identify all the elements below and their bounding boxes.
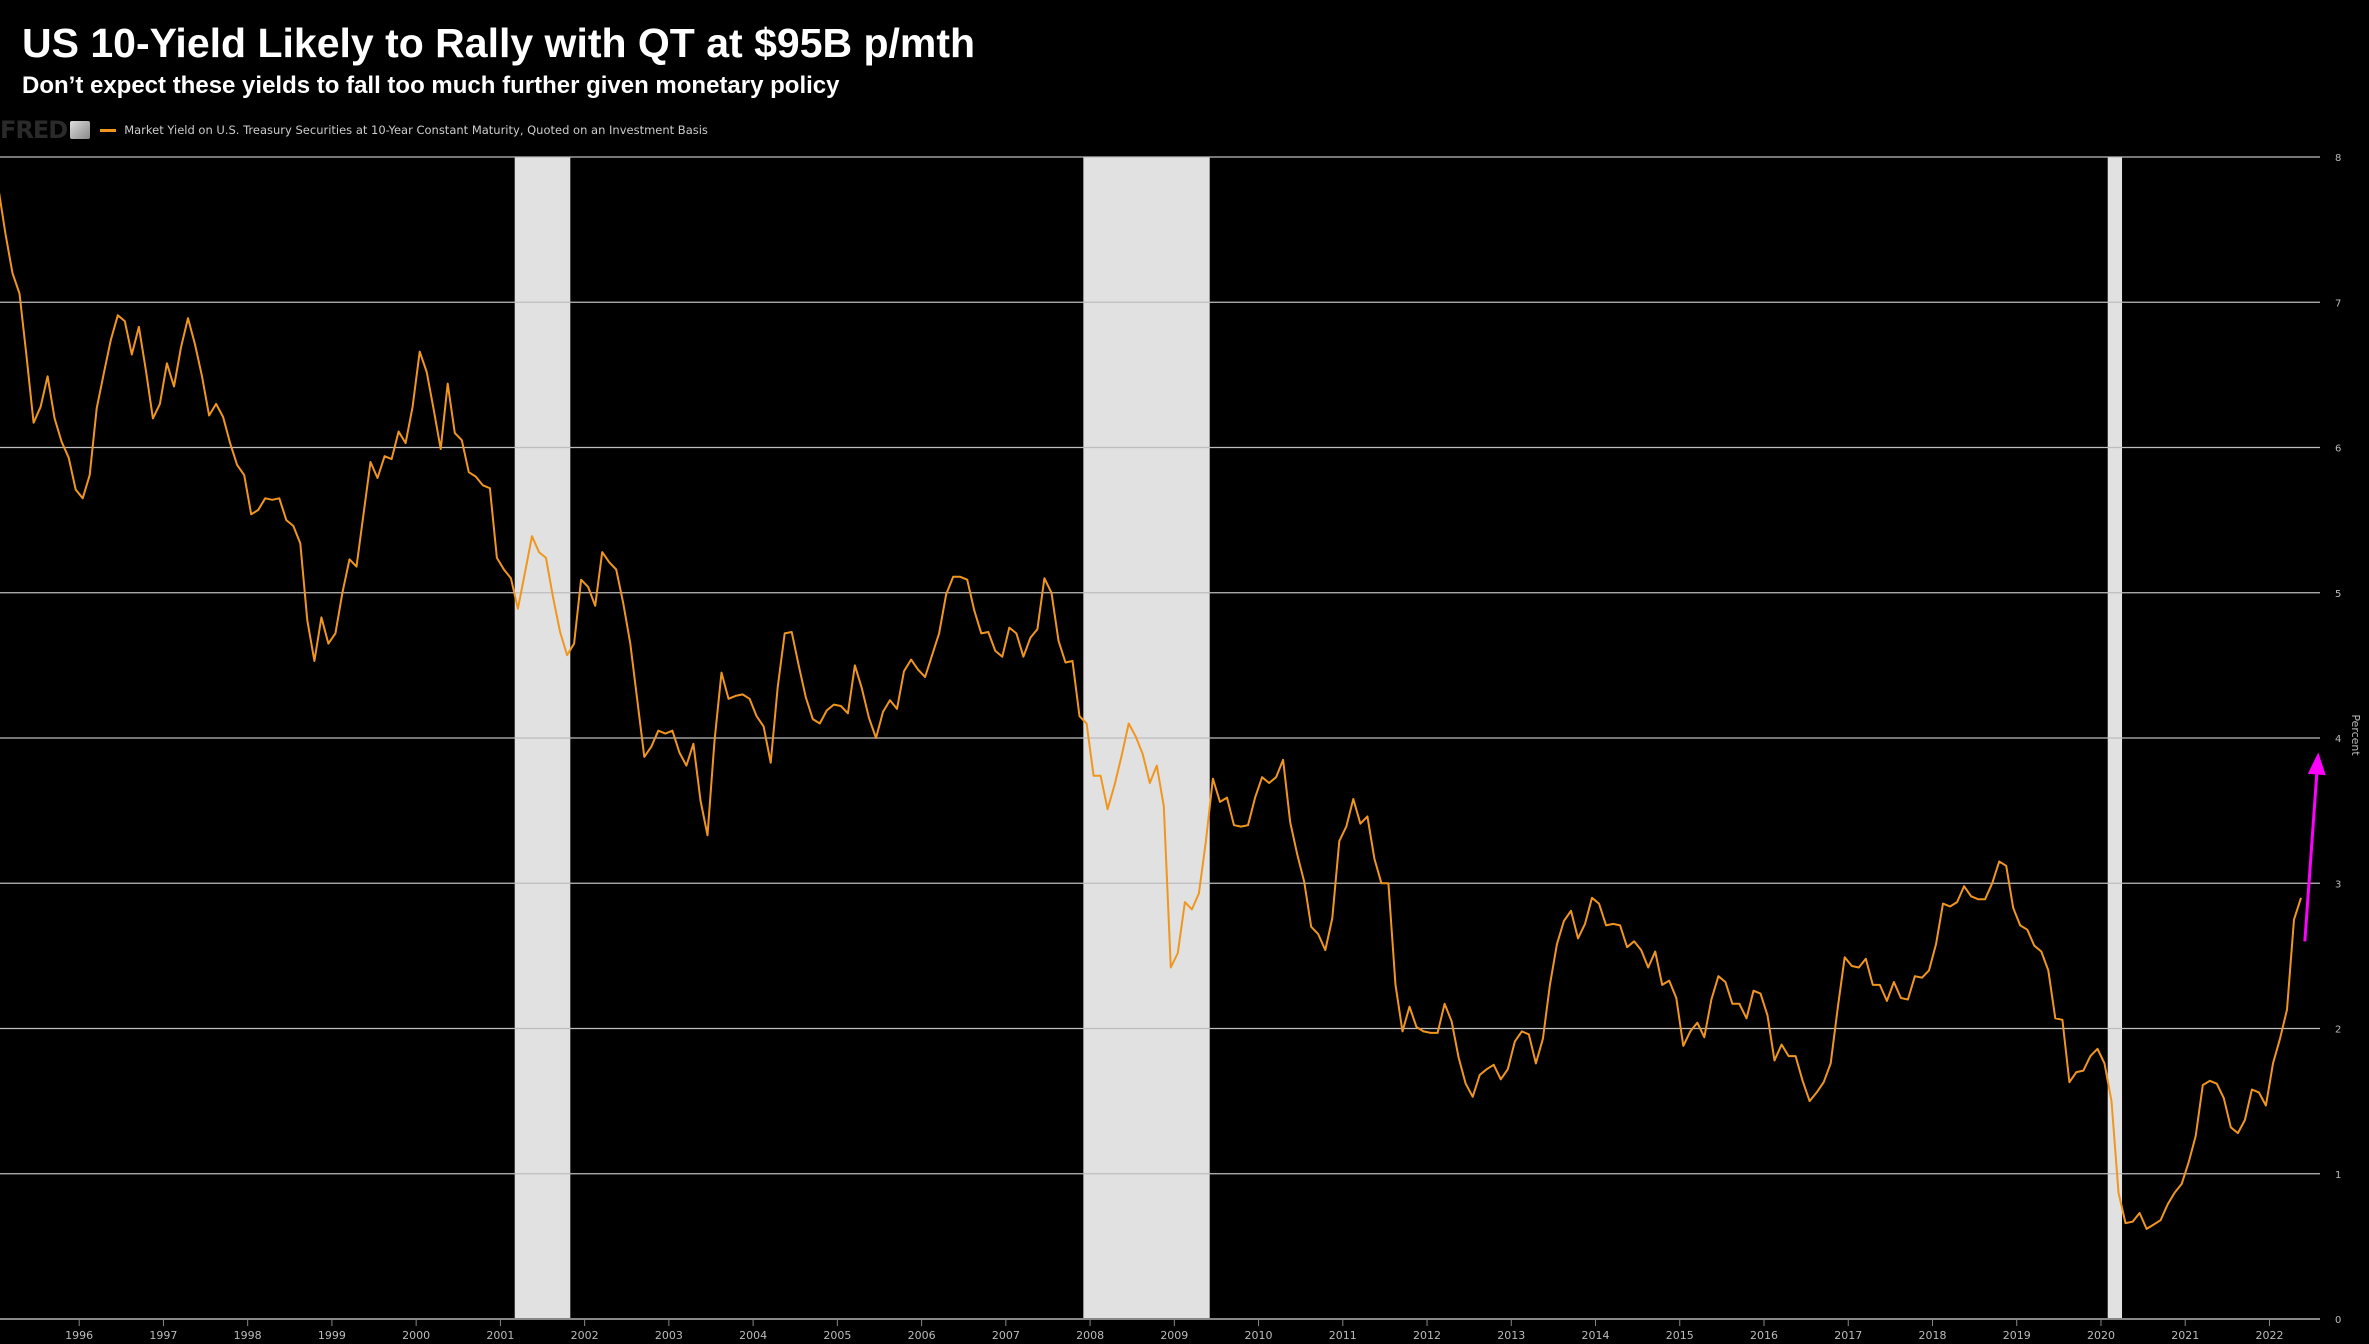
y-axis-label: Percent — [2349, 714, 2362, 756]
x-tick-label: 2016 — [1750, 1329, 1778, 1342]
x-tick-label: 2014 — [1582, 1329, 1610, 1342]
x-tick-label: 2000 — [402, 1329, 430, 1342]
x-tick-label: 2008 — [1076, 1329, 1104, 1342]
y-tick-label: 4 — [2335, 734, 2341, 745]
x-tick-label: 2002 — [571, 1329, 599, 1342]
page-subtitle: Don’t expect these yields to fall too mu… — [22, 72, 840, 99]
y-tick-label: 8 — [2335, 153, 2341, 164]
arrow-head-icon — [2307, 752, 2326, 776]
x-tick-label: 2021 — [2171, 1329, 2199, 1342]
x-tick-label: 2017 — [1834, 1329, 1862, 1342]
page-title: US 10-Yield Likely to Rally with QT at $… — [22, 20, 976, 66]
x-tick-label: 2006 — [908, 1329, 936, 1342]
x-tick-label: 2022 — [2255, 1329, 2283, 1342]
y-tick-label: 2 — [2335, 1025, 2341, 1036]
y-tick-label: 0 — [2335, 1315, 2341, 1326]
x-tick-label: 2003 — [655, 1329, 683, 1342]
fred-logo: FRED — [0, 116, 68, 144]
x-tick-label: 2019 — [2003, 1329, 2031, 1342]
arrow-shaft — [2303, 774, 2319, 942]
x-tick-label: 2018 — [1918, 1329, 1946, 1342]
x-tick-label: 2010 — [1245, 1329, 1273, 1342]
y-tick-label: 3 — [2335, 879, 2341, 890]
x-tick-label: 2009 — [1160, 1329, 1188, 1342]
chart-legend: FRED Market Yield on U.S. Treasury Secur… — [0, 116, 708, 144]
y-tick-label: 5 — [2335, 589, 2341, 600]
y-tick-label: 1 — [2335, 1170, 2341, 1181]
x-tick-label: 1996 — [65, 1329, 93, 1342]
y-tick-label: 6 — [2335, 444, 2341, 455]
x-tick-label: 2011 — [1329, 1329, 1357, 1342]
x-tick-label: 1997 — [149, 1329, 177, 1342]
x-tick-label: 2001 — [486, 1329, 514, 1342]
x-tick-label: 1998 — [234, 1329, 262, 1342]
x-tick-label: 2007 — [992, 1329, 1020, 1342]
yield-line — [0, 192, 2302, 1230]
y-tick-label: 7 — [2335, 298, 2341, 309]
x-tick-label: 2004 — [739, 1329, 767, 1342]
x-tick-label: 1999 — [318, 1329, 346, 1342]
chart-icon — [70, 121, 91, 139]
x-tick-label: 2013 — [1497, 1329, 1525, 1342]
legend-swatch — [100, 128, 117, 132]
legend-label: Market Yield on U.S. Treasury Securities… — [124, 123, 708, 137]
x-tick-label: 2005 — [823, 1329, 851, 1342]
x-tick-label: 2012 — [1413, 1329, 1441, 1342]
x-tick-label: 2015 — [1666, 1329, 1694, 1342]
x-tick-label: 2020 — [2087, 1329, 2115, 1342]
